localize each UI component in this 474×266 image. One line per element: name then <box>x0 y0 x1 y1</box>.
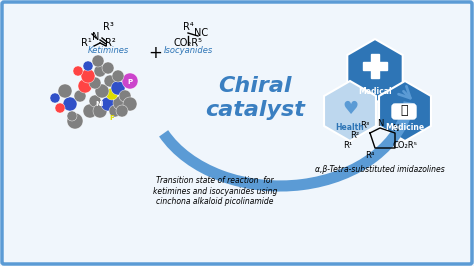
Circle shape <box>123 97 137 111</box>
Text: R⁴: R⁴ <box>365 151 374 160</box>
Text: R⁴: R⁴ <box>182 22 193 32</box>
Text: N: N <box>377 119 383 128</box>
Circle shape <box>106 88 118 100</box>
Circle shape <box>81 69 95 83</box>
Text: R¹: R¹ <box>81 38 91 48</box>
Circle shape <box>94 65 106 77</box>
Circle shape <box>112 70 124 82</box>
Text: Isocyanides: Isocyanides <box>164 46 213 55</box>
Text: N: N <box>92 32 100 42</box>
Bar <box>371 54 379 78</box>
Text: α,β-Tetra-substituted imidazolines: α,β-Tetra-substituted imidazolines <box>315 165 445 174</box>
Circle shape <box>55 103 65 113</box>
Text: Transition state of reaction  for
ketimines and isocyanides using
cinchona alkal: Transition state of reaction for ketimin… <box>153 176 277 206</box>
Circle shape <box>83 61 93 71</box>
Text: Medical: Medical <box>358 86 392 95</box>
Circle shape <box>111 81 125 95</box>
Circle shape <box>58 84 72 98</box>
Text: +: + <box>148 44 162 62</box>
Text: Chiral
catalyst: Chiral catalyst <box>205 76 305 120</box>
Text: ♥: ♥ <box>342 100 358 118</box>
Circle shape <box>101 97 115 111</box>
Circle shape <box>119 90 131 102</box>
Circle shape <box>67 111 77 121</box>
Text: R²: R² <box>105 38 115 48</box>
Text: Ketimines: Ketimines <box>87 46 128 55</box>
Text: CO₂R⁵: CO₂R⁵ <box>173 38 202 48</box>
Text: F: F <box>109 115 114 121</box>
Text: R¹: R¹ <box>343 141 353 150</box>
Text: NC: NC <box>194 28 208 38</box>
Circle shape <box>95 84 109 98</box>
Text: R³: R³ <box>360 121 370 130</box>
Text: N: N <box>392 124 398 133</box>
Text: Health: Health <box>336 123 365 132</box>
Circle shape <box>104 75 116 87</box>
Text: P: P <box>128 79 133 85</box>
FancyBboxPatch shape <box>2 2 472 264</box>
FancyArrowPatch shape <box>399 86 410 98</box>
Circle shape <box>89 77 101 89</box>
Circle shape <box>78 79 92 93</box>
Polygon shape <box>324 81 376 141</box>
FancyBboxPatch shape <box>392 104 416 119</box>
Text: R²: R² <box>350 131 360 140</box>
Text: Medicine: Medicine <box>385 123 425 132</box>
Text: CO₂R⁵: CO₂R⁵ <box>392 141 418 150</box>
Circle shape <box>89 95 101 107</box>
Circle shape <box>50 93 60 103</box>
Circle shape <box>63 97 77 111</box>
Circle shape <box>109 105 121 117</box>
Text: 💊: 💊 <box>400 105 408 118</box>
Circle shape <box>67 113 83 129</box>
Circle shape <box>102 62 114 74</box>
Circle shape <box>116 105 128 117</box>
Circle shape <box>92 55 104 67</box>
Circle shape <box>113 96 127 110</box>
Polygon shape <box>347 39 403 103</box>
Circle shape <box>93 104 107 118</box>
Circle shape <box>122 73 138 89</box>
Text: Ni: Ni <box>96 101 104 107</box>
Bar <box>363 62 387 70</box>
Circle shape <box>83 104 97 118</box>
Circle shape <box>74 90 86 102</box>
Circle shape <box>73 66 83 76</box>
Text: R³: R³ <box>102 22 113 32</box>
Polygon shape <box>379 81 431 141</box>
